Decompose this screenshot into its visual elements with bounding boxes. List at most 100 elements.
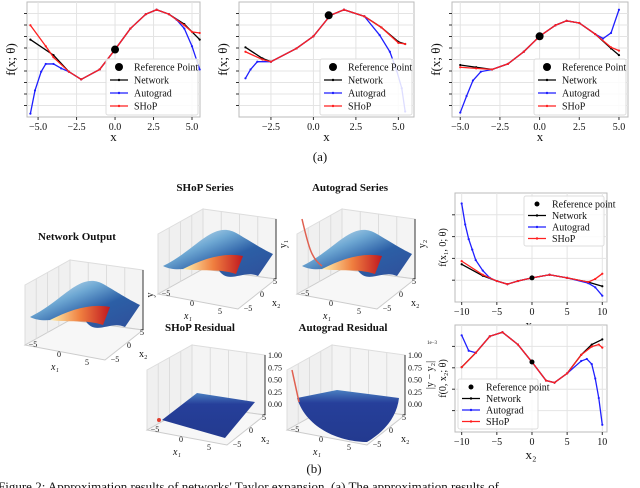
data-point-autograd bbox=[481, 269, 484, 272]
data-point-shop bbox=[363, 15, 366, 18]
z-tick-label: 0.50 bbox=[408, 376, 422, 385]
data-point-shop bbox=[594, 277, 597, 281]
legend-marker bbox=[117, 78, 121, 82]
data-point-autograd bbox=[479, 70, 482, 73]
legend-label: Network bbox=[134, 76, 169, 87]
x1-tick-label: −5 bbox=[151, 425, 160, 434]
data-point-autograd bbox=[40, 70, 43, 73]
data-point-shop bbox=[44, 45, 47, 48]
legend: Reference Point Network Autograd SHoP bbox=[533, 58, 627, 116]
x-tick-label: −5 bbox=[492, 307, 503, 318]
data-point-shop bbox=[506, 62, 509, 66]
surface-plot-5: Autograd Residual 1.00 0.75 0.50 0.25 0.00 −5 0… bbox=[285, 322, 438, 458]
y-axis-label: f(x; θ) bbox=[3, 43, 18, 76]
x1-tick-label: 5 bbox=[347, 443, 351, 452]
data-point-autograd bbox=[471, 79, 475, 82]
legend-marker bbox=[469, 420, 473, 423]
data-point-autograd bbox=[474, 258, 477, 262]
x-tick-label: −2.5 bbox=[262, 122, 280, 133]
x2-tick-label: 5 bbox=[412, 277, 416, 286]
x-tick-label: 5.0 bbox=[392, 122, 405, 133]
y-axis-label: f(x₁, 0; θ) bbox=[438, 228, 449, 267]
data-point-autograd bbox=[601, 423, 604, 426]
legend-label: Autograd bbox=[562, 89, 600, 100]
z-axis-label: y₂ bbox=[417, 240, 428, 249]
data-point-network bbox=[601, 338, 604, 341]
data-point-autograd bbox=[585, 357, 588, 361]
x1-tick-label: 5 bbox=[357, 307, 361, 316]
data-point-autograd bbox=[249, 68, 252, 71]
data-point-shop bbox=[183, 24, 186, 27]
data-point-shop bbox=[198, 31, 201, 35]
legend-label: SHoP bbox=[348, 102, 372, 113]
surface-mesh bbox=[30, 280, 140, 328]
data-point-network bbox=[29, 38, 32, 41]
z-tick-label: 0.00 bbox=[408, 400, 422, 409]
legend-label: Network bbox=[348, 76, 383, 87]
surface-title: Autograd Residual bbox=[299, 322, 388, 334]
data-point-shop bbox=[601, 346, 604, 349]
line-plot-1: −5.0 −2.5 0.0 2.5 5.0 x f(x; θ) Reference Point… bbox=[3, 1, 201, 144]
series-line-shop bbox=[29, 9, 200, 81]
legend-label: Network bbox=[552, 211, 587, 222]
legend-marker bbox=[331, 78, 335, 82]
x2-tick-label: 0 bbox=[249, 426, 253, 435]
legend-marker-reference bbox=[543, 63, 551, 71]
x-tick-label: 2.5 bbox=[147, 122, 160, 133]
data-point-shop bbox=[342, 8, 346, 11]
legend-box bbox=[319, 58, 413, 116]
data-point-shop bbox=[167, 13, 171, 16]
data-point-autograd bbox=[378, 34, 381, 37]
x1-tick-label: −5 bbox=[291, 425, 300, 434]
data-point-shop bbox=[295, 47, 298, 50]
legend-box bbox=[533, 58, 627, 116]
residual-surface bbox=[297, 390, 399, 442]
x-tick-label: 5.0 bbox=[613, 122, 626, 133]
data-point-shop bbox=[144, 13, 147, 16]
data-point-autograd bbox=[609, 31, 613, 35]
z-tick-label: 0.25 bbox=[408, 388, 422, 397]
data-point-shop bbox=[609, 46, 613, 49]
legend-label: Network bbox=[562, 76, 597, 87]
legend-label: SHoP bbox=[486, 417, 510, 428]
data-point-autograd bbox=[467, 349, 470, 352]
legend-label: Autograd bbox=[552, 223, 590, 234]
x2-tick-label: 5 bbox=[140, 328, 144, 337]
x2-tick-label: −5 bbox=[373, 440, 382, 449]
x2-tick-label: 5 bbox=[262, 413, 266, 422]
series-line-shop bbox=[460, 20, 620, 71]
residual-spike bbox=[291, 369, 300, 403]
x-tick-label: 5 bbox=[565, 437, 570, 448]
line-plot-5: −10 −5 0 5 10 x₂ f(0, x₂; θ) Reference pointNet… bbox=[438, 324, 608, 462]
data-point-shop bbox=[155, 8, 158, 11]
residual-surface bbox=[162, 393, 255, 438]
x2-tick-label: −5 bbox=[383, 304, 392, 313]
data-point-shop bbox=[98, 68, 101, 71]
data-point-shop bbox=[312, 35, 315, 38]
z-tick-label: 0.00 bbox=[268, 400, 282, 409]
data-point-autograd bbox=[460, 202, 463, 205]
legend-marker bbox=[469, 408, 473, 412]
x1-tick-label: 5 bbox=[85, 358, 89, 367]
reference-point bbox=[529, 359, 535, 365]
surface-peak bbox=[183, 254, 243, 274]
data-point-shop bbox=[474, 351, 477, 354]
legend-label: Reference point bbox=[552, 200, 616, 211]
data-point-autograd bbox=[464, 223, 467, 226]
z-tick-label: 0.75 bbox=[268, 363, 282, 372]
legend-marker-reference bbox=[115, 63, 123, 71]
data-point-autograd bbox=[44, 62, 47, 66]
x1-tick-label: −5 bbox=[29, 340, 38, 349]
data-point-shop bbox=[587, 280, 590, 284]
x-tick-label: −2.5 bbox=[491, 122, 509, 133]
z-scale-label: 1e−3 bbox=[427, 341, 438, 346]
data-point-autograd bbox=[601, 37, 605, 40]
data-point-shop bbox=[52, 56, 55, 59]
x-tick-label: 10 bbox=[597, 307, 607, 318]
data-point-shop bbox=[516, 279, 520, 283]
z-tick-label: 0.50 bbox=[268, 376, 282, 385]
x2-tick-label: 5 bbox=[402, 413, 406, 422]
legend-label: Autograd bbox=[486, 406, 524, 417]
